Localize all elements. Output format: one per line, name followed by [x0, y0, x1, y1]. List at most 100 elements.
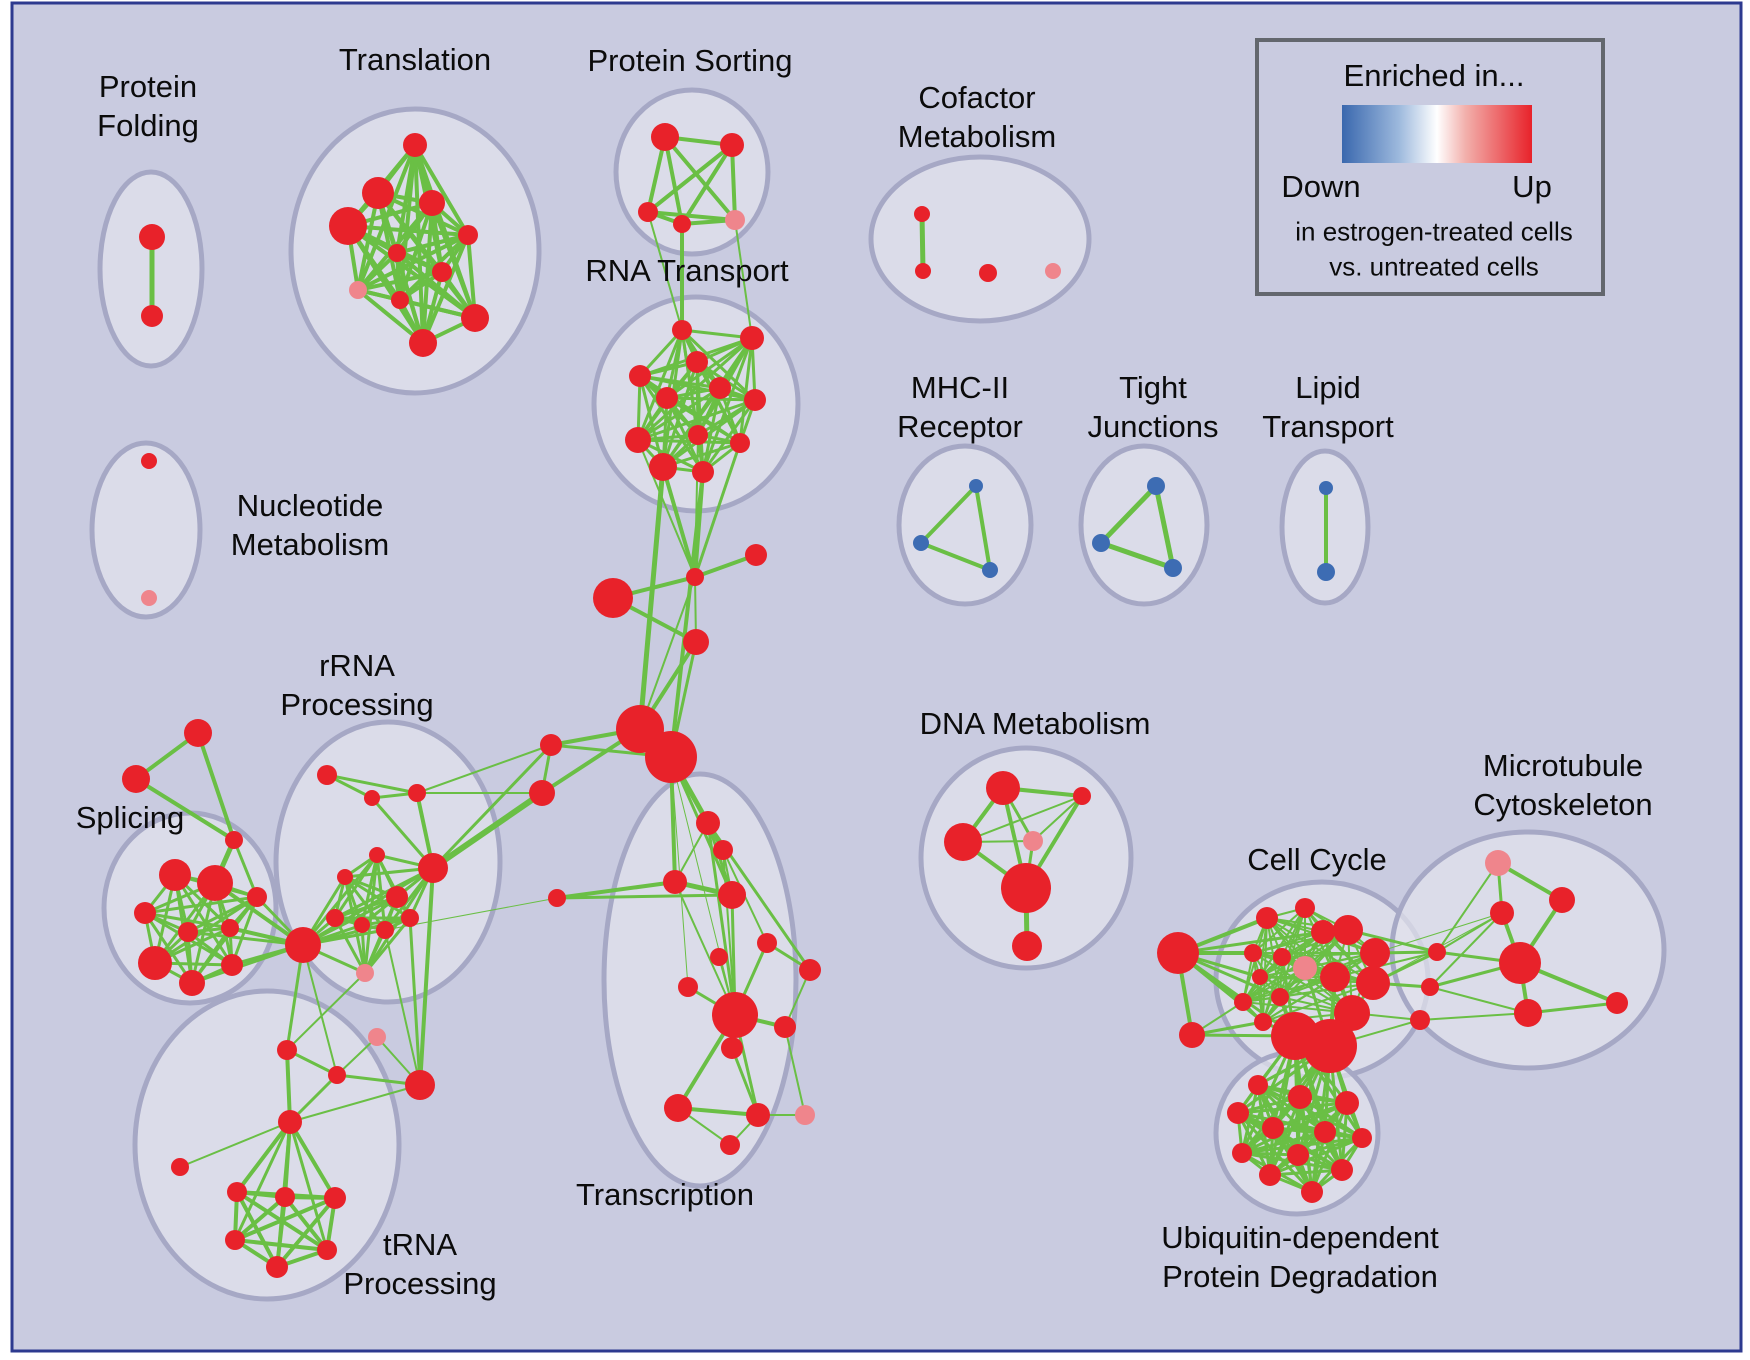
node-dm2 — [1073, 787, 1091, 805]
edge — [416, 744, 552, 794]
node-ub7 — [1352, 1128, 1372, 1148]
node-t6 — [388, 244, 406, 262]
node-spF — [138, 946, 172, 980]
edge — [1429, 986, 1529, 1014]
edge — [646, 210, 737, 222]
node-ps2 — [720, 133, 744, 157]
cluster-label-trna-processing: Processing — [343, 1266, 496, 1301]
edge — [356, 233, 470, 292]
node-m2 — [913, 535, 929, 551]
node-c2 — [745, 544, 767, 566]
node-rt2 — [740, 326, 764, 350]
edge — [1252, 952, 1353, 1014]
cluster-label-protein-sorting: Protein Sorting — [587, 43, 792, 78]
node-tj2 — [1092, 534, 1110, 552]
edge — [431, 743, 553, 870]
cluster-label-cofactor-metabolism: Metabolism — [898, 119, 1057, 154]
edge — [701, 398, 757, 474]
node-cc14 — [1334, 995, 1370, 1031]
node-cf1 — [914, 206, 930, 222]
node-c1 — [686, 568, 704, 586]
edge — [1032, 795, 1083, 842]
node-rt1 — [672, 320, 692, 340]
edge — [301, 916, 412, 947]
edge — [1242, 976, 1336, 1003]
edge — [646, 143, 734, 214]
node-rrK — [401, 909, 419, 927]
node-spD — [178, 922, 198, 942]
node-L1 — [540, 734, 562, 756]
edge — [555, 880, 677, 900]
node-t4 — [419, 190, 445, 216]
cluster-label-lipid-transport: Transport — [1262, 409, 1394, 444]
legend: Enriched in... Down Up in estrogen-treat… — [1255, 38, 1605, 296]
edge — [919, 211, 926, 274]
edge — [233, 1238, 329, 1252]
node-cc5 — [1360, 938, 1390, 968]
node-p1 — [227, 1182, 247, 1202]
cluster-label-protein-folding: Protein — [99, 69, 197, 104]
node-ct1 — [277, 1040, 297, 1060]
node-lp1 — [1319, 481, 1333, 495]
edge — [1281, 952, 1376, 958]
node-ub8 — [1232, 1143, 1252, 1163]
edge — [706, 821, 737, 1017]
edge — [665, 336, 754, 400]
node-tr7 — [721, 1037, 743, 1059]
node-cc6 — [1244, 944, 1262, 962]
node-trbig — [712, 992, 758, 1038]
edge — [637, 439, 696, 578]
node-ub2 — [1288, 1085, 1312, 1109]
node-pf2 — [141, 305, 163, 327]
node-rt3 — [629, 365, 651, 387]
cluster-ellipse-nucleotide-metabolism — [89, 440, 203, 620]
cluster-label-rrna-processing: Processing — [280, 687, 433, 722]
node-tiso — [171, 1158, 189, 1176]
legend-title: Enriched in... — [1343, 58, 1525, 93]
node-ct2 — [328, 1066, 346, 1084]
node-rt4 — [686, 351, 708, 373]
edge — [153, 895, 259, 965]
node-rt10 — [649, 453, 677, 481]
edge — [143, 911, 194, 985]
edge — [1374, 912, 1503, 954]
edge — [661, 465, 697, 579]
node-t7 — [432, 262, 452, 282]
edge — [1236, 1101, 1349, 1115]
edge — [288, 1120, 337, 1200]
node-rrI — [354, 917, 370, 933]
node-spA — [159, 859, 191, 891]
edge — [186, 930, 305, 947]
node-t11 — [409, 329, 437, 357]
node-rrA — [317, 765, 337, 785]
node-rt12 — [730, 433, 750, 453]
node-trpink — [795, 1105, 815, 1125]
cluster-label-transcription: Transcription — [576, 1177, 754, 1212]
cluster-label-cofactor-metabolism: Cofactor — [918, 80, 1035, 115]
edge — [674, 881, 736, 1016]
cluster-label-tight-junctions: Tight — [1119, 370, 1187, 405]
edge — [233, 1195, 287, 1242]
cluster-label-rrna-processing: rRNA — [319, 648, 395, 683]
cluster-label-mhc-ii-receptor: Receptor — [897, 409, 1023, 444]
edge — [275, 1196, 337, 1269]
node-dm4 — [1001, 863, 1051, 913]
node-t1 — [403, 133, 427, 157]
node-spE — [221, 919, 239, 937]
edge — [1526, 1001, 1619, 1015]
legend-gradient-bar — [1342, 105, 1532, 163]
edge — [1236, 1111, 1314, 1194]
edge — [663, 135, 737, 222]
edge — [336, 1036, 378, 1076]
node-ub5 — [1262, 1117, 1284, 1139]
node-tr5 — [678, 977, 698, 997]
node-rrG — [386, 886, 408, 908]
edge — [283, 1195, 329, 1252]
node-cc3 — [1311, 920, 1335, 944]
cluster-label-microtubule-cytoskeleton: Microtubule — [1483, 748, 1643, 783]
node-ub3 — [1335, 1091, 1359, 1115]
edge — [1240, 1130, 1327, 1155]
edge — [196, 731, 236, 842]
